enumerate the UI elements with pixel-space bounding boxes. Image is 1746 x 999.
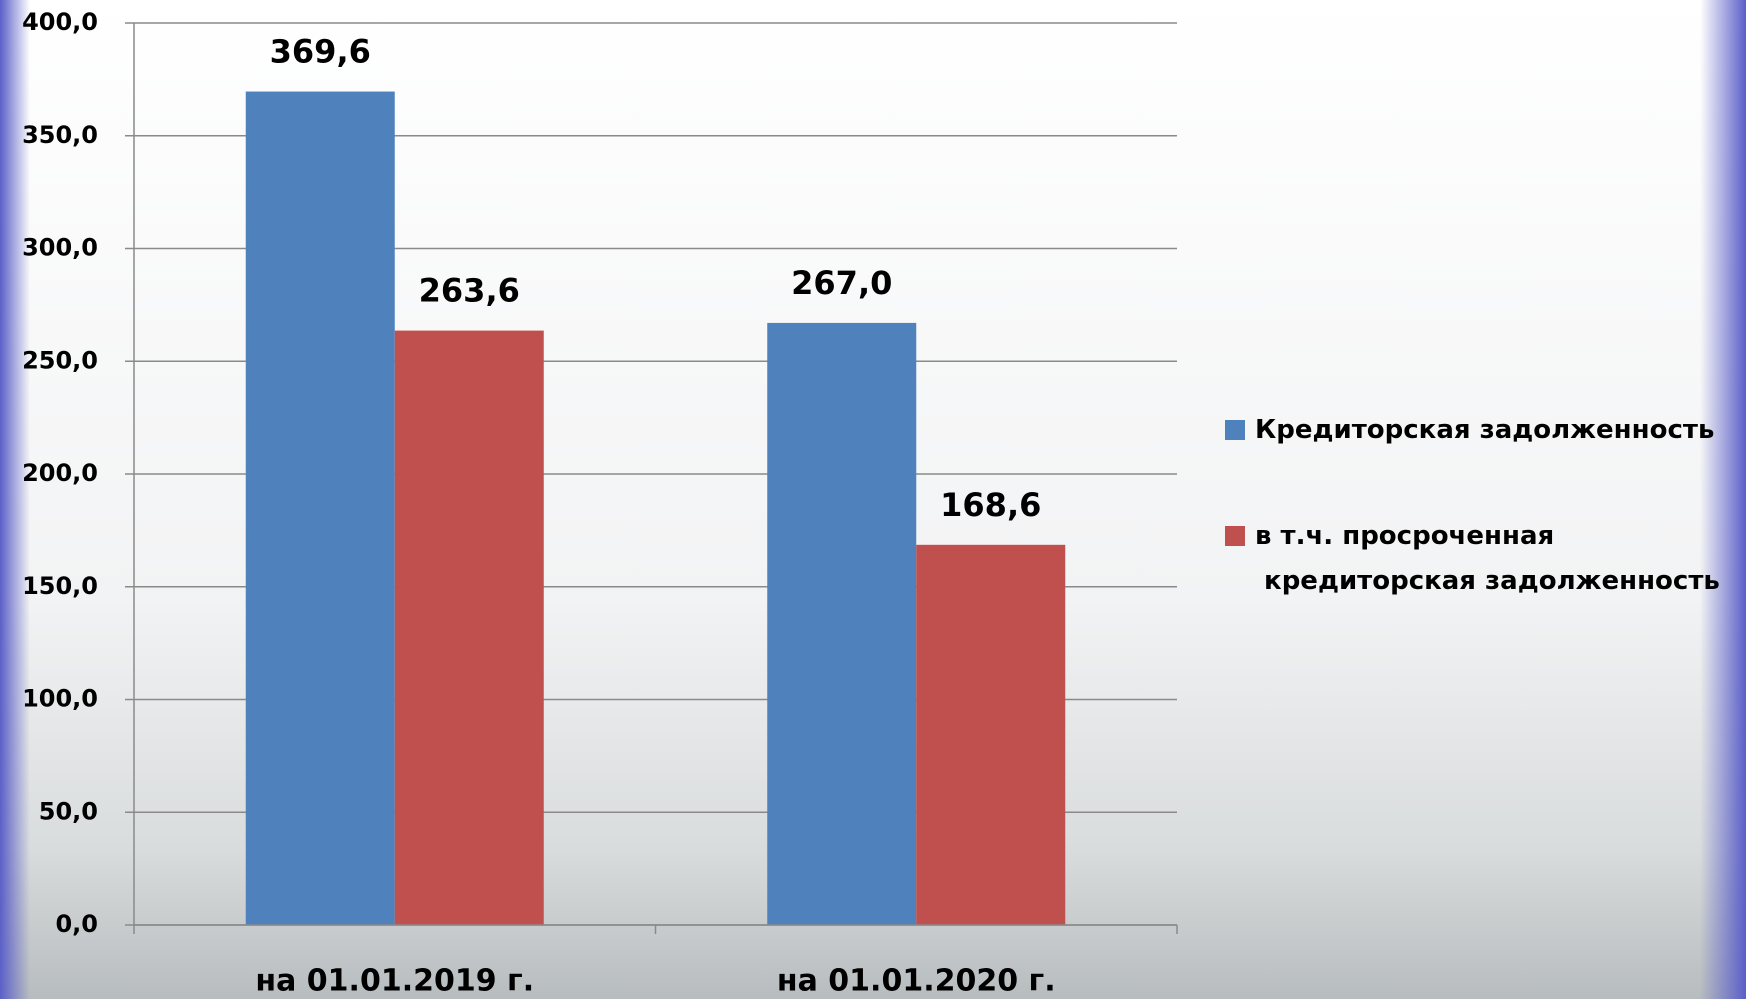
y-tick-label: 100,0 <box>22 685 98 713</box>
x-tick-label: на 01.01.2019 г. <box>255 964 534 999</box>
legend-label: Кредиторская задолженность <box>1255 415 1714 445</box>
y-tick-label: 150,0 <box>22 572 98 600</box>
y-tick-label: 200,0 <box>22 459 98 487</box>
legend-label: в т.ч. просроченная кредиторская задолже… <box>1255 521 1720 596</box>
y-tick-label: 250,0 <box>22 346 98 374</box>
bar <box>767 322 917 925</box>
edge-right <box>1700 0 1746 999</box>
y-tick-label: 400,0 <box>22 8 98 36</box>
x-tick-label: на 01.01.2020 г. <box>777 964 1056 999</box>
legend-swatch <box>1225 526 1245 546</box>
data-label: 263,6 <box>419 272 520 310</box>
data-label: 369,6 <box>270 33 371 71</box>
y-tick-label: 300,0 <box>22 234 98 262</box>
data-label: 267,0 <box>791 264 892 302</box>
bar <box>245 91 395 925</box>
bar <box>916 544 1066 925</box>
edge-left <box>0 0 30 999</box>
y-tick-label: 350,0 <box>22 121 98 149</box>
y-tick-label: 50,0 <box>39 797 98 825</box>
legend-swatch <box>1225 420 1245 440</box>
data-label: 168,6 <box>940 486 1041 524</box>
bar <box>394 330 544 925</box>
y-tick-label: 0,0 <box>55 910 98 938</box>
